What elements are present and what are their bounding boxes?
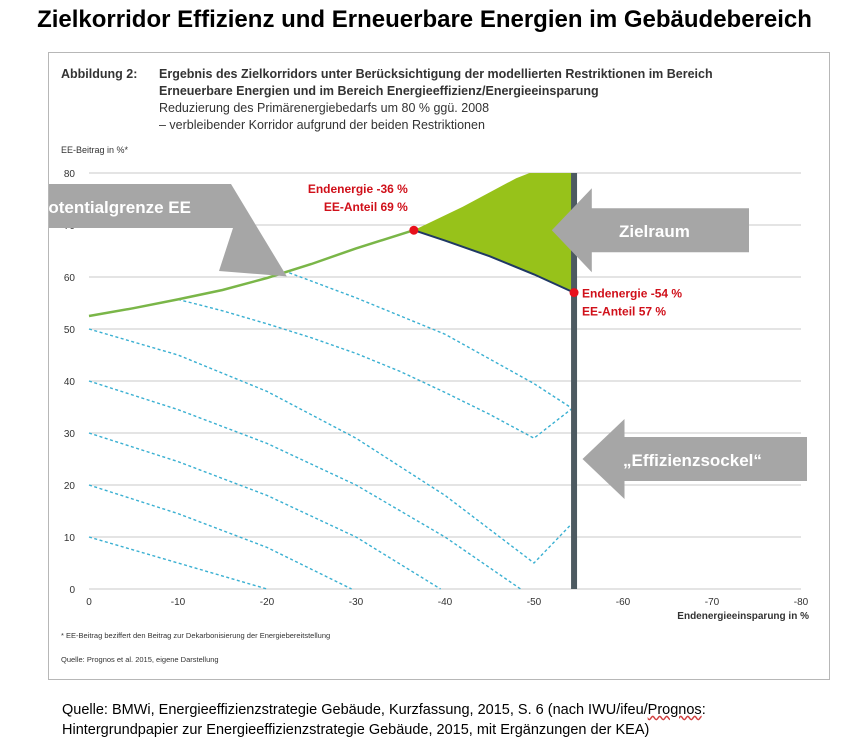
x-tick-label: -80 [794,597,809,608]
figure-source: Quelle: Prognos et al. 2015, eigene Dars… [61,655,219,664]
y-tick-label: 40 [64,377,76,388]
figure-subheading-line2: – verbleibender Korridor aufgrund der be… [159,118,485,132]
iso-line [88,432,441,590]
figure-subheading-line1: Reduzierung des Primärenergiebedarfs um … [159,101,489,115]
iso-line [289,272,575,411]
point-label-line1: Endenergie -36 % [308,182,408,196]
x-tick-label: -40 [438,597,453,608]
callout-target-area-arrow [551,188,749,273]
y-tick-label: 50 [64,325,76,336]
target-area [413,173,574,293]
y-tick-label: 0 [69,585,75,596]
iso-line [88,484,352,590]
iso-line [88,380,521,590]
point-label-line1: Endenergie -54 % [582,287,682,301]
y-axis-label: EE-Beitrag in %* [61,145,129,155]
x-tick-label: -70 [705,597,720,608]
figure-footnote: * EE-Beitrag beziffert den Beitrag zur D… [61,631,330,640]
x-tick-label: -50 [527,597,542,608]
iso-line [88,536,268,590]
callout-efficiency-floor-text: „Effizienzsockel“ [623,451,762,470]
potential-limit-line [88,229,415,318]
y-tick-label: 80 [64,169,76,180]
figure-frame: Abbildung 2: Ergebnis des Zielkorridors … [48,52,830,680]
figure-heading-line2: Erneuerbare Energien und im Bereich Ener… [159,84,599,98]
highlight-point [569,288,579,298]
chart: Abbildung 2: Ergebnis des Zielkorridors … [49,67,809,664]
target-area-lower-edge [413,229,575,294]
callout-potential-limit-arrow [49,184,287,277]
point-label-line2: EE-Anteil 57 % [582,305,666,319]
iso-line [88,328,575,564]
iso-line [177,298,575,440]
footer-line-1-suffix: : [701,702,706,718]
x-tick-label: -30 [349,597,364,608]
footer-line-1-wavy: Prognos [647,702,702,718]
y-tick-label: 10 [64,533,76,544]
callout-efficiency-floor-arrow [582,419,807,499]
footer-line-1-prefix: Quelle: BMWi, Energieeffizienzstrategie … [62,702,648,718]
callout-potential-limit-text: Potentialgrenze EE [49,198,191,217]
point-label-line2: EE-Anteil 69 % [324,200,408,214]
y-tick-label: 30 [64,429,76,440]
y-tick-label: 20 [64,481,76,492]
callout-target-area-text: Zielraum [619,222,690,241]
x-tick-label: -60 [616,597,631,608]
highlight-point [409,225,419,235]
figure-heading-line1: Ergebnis des Zielkorridors unter Berücks… [159,67,713,81]
footer-source: Quelle: BMWi, Energieeffizienzstrategie … [62,700,832,740]
x-tick-label: -20 [260,597,275,608]
footer-line-2: Hintergrundpapier zur Energieeffizienzst… [62,722,650,738]
figure-label: Abbildung 2: [61,67,137,81]
x-tick-label: -10 [171,597,186,608]
y-tick-label: 60 [64,273,76,284]
footer-line-1: Quelle: BMWi, Energieeffizienzstrategie … [62,700,832,720]
x-axis-label: Endenergieeinsparung in % [677,611,809,622]
page-title: Zielkorridor Effizienz und Erneuerbare E… [37,6,812,33]
x-tick-label: 0 [86,597,92,608]
